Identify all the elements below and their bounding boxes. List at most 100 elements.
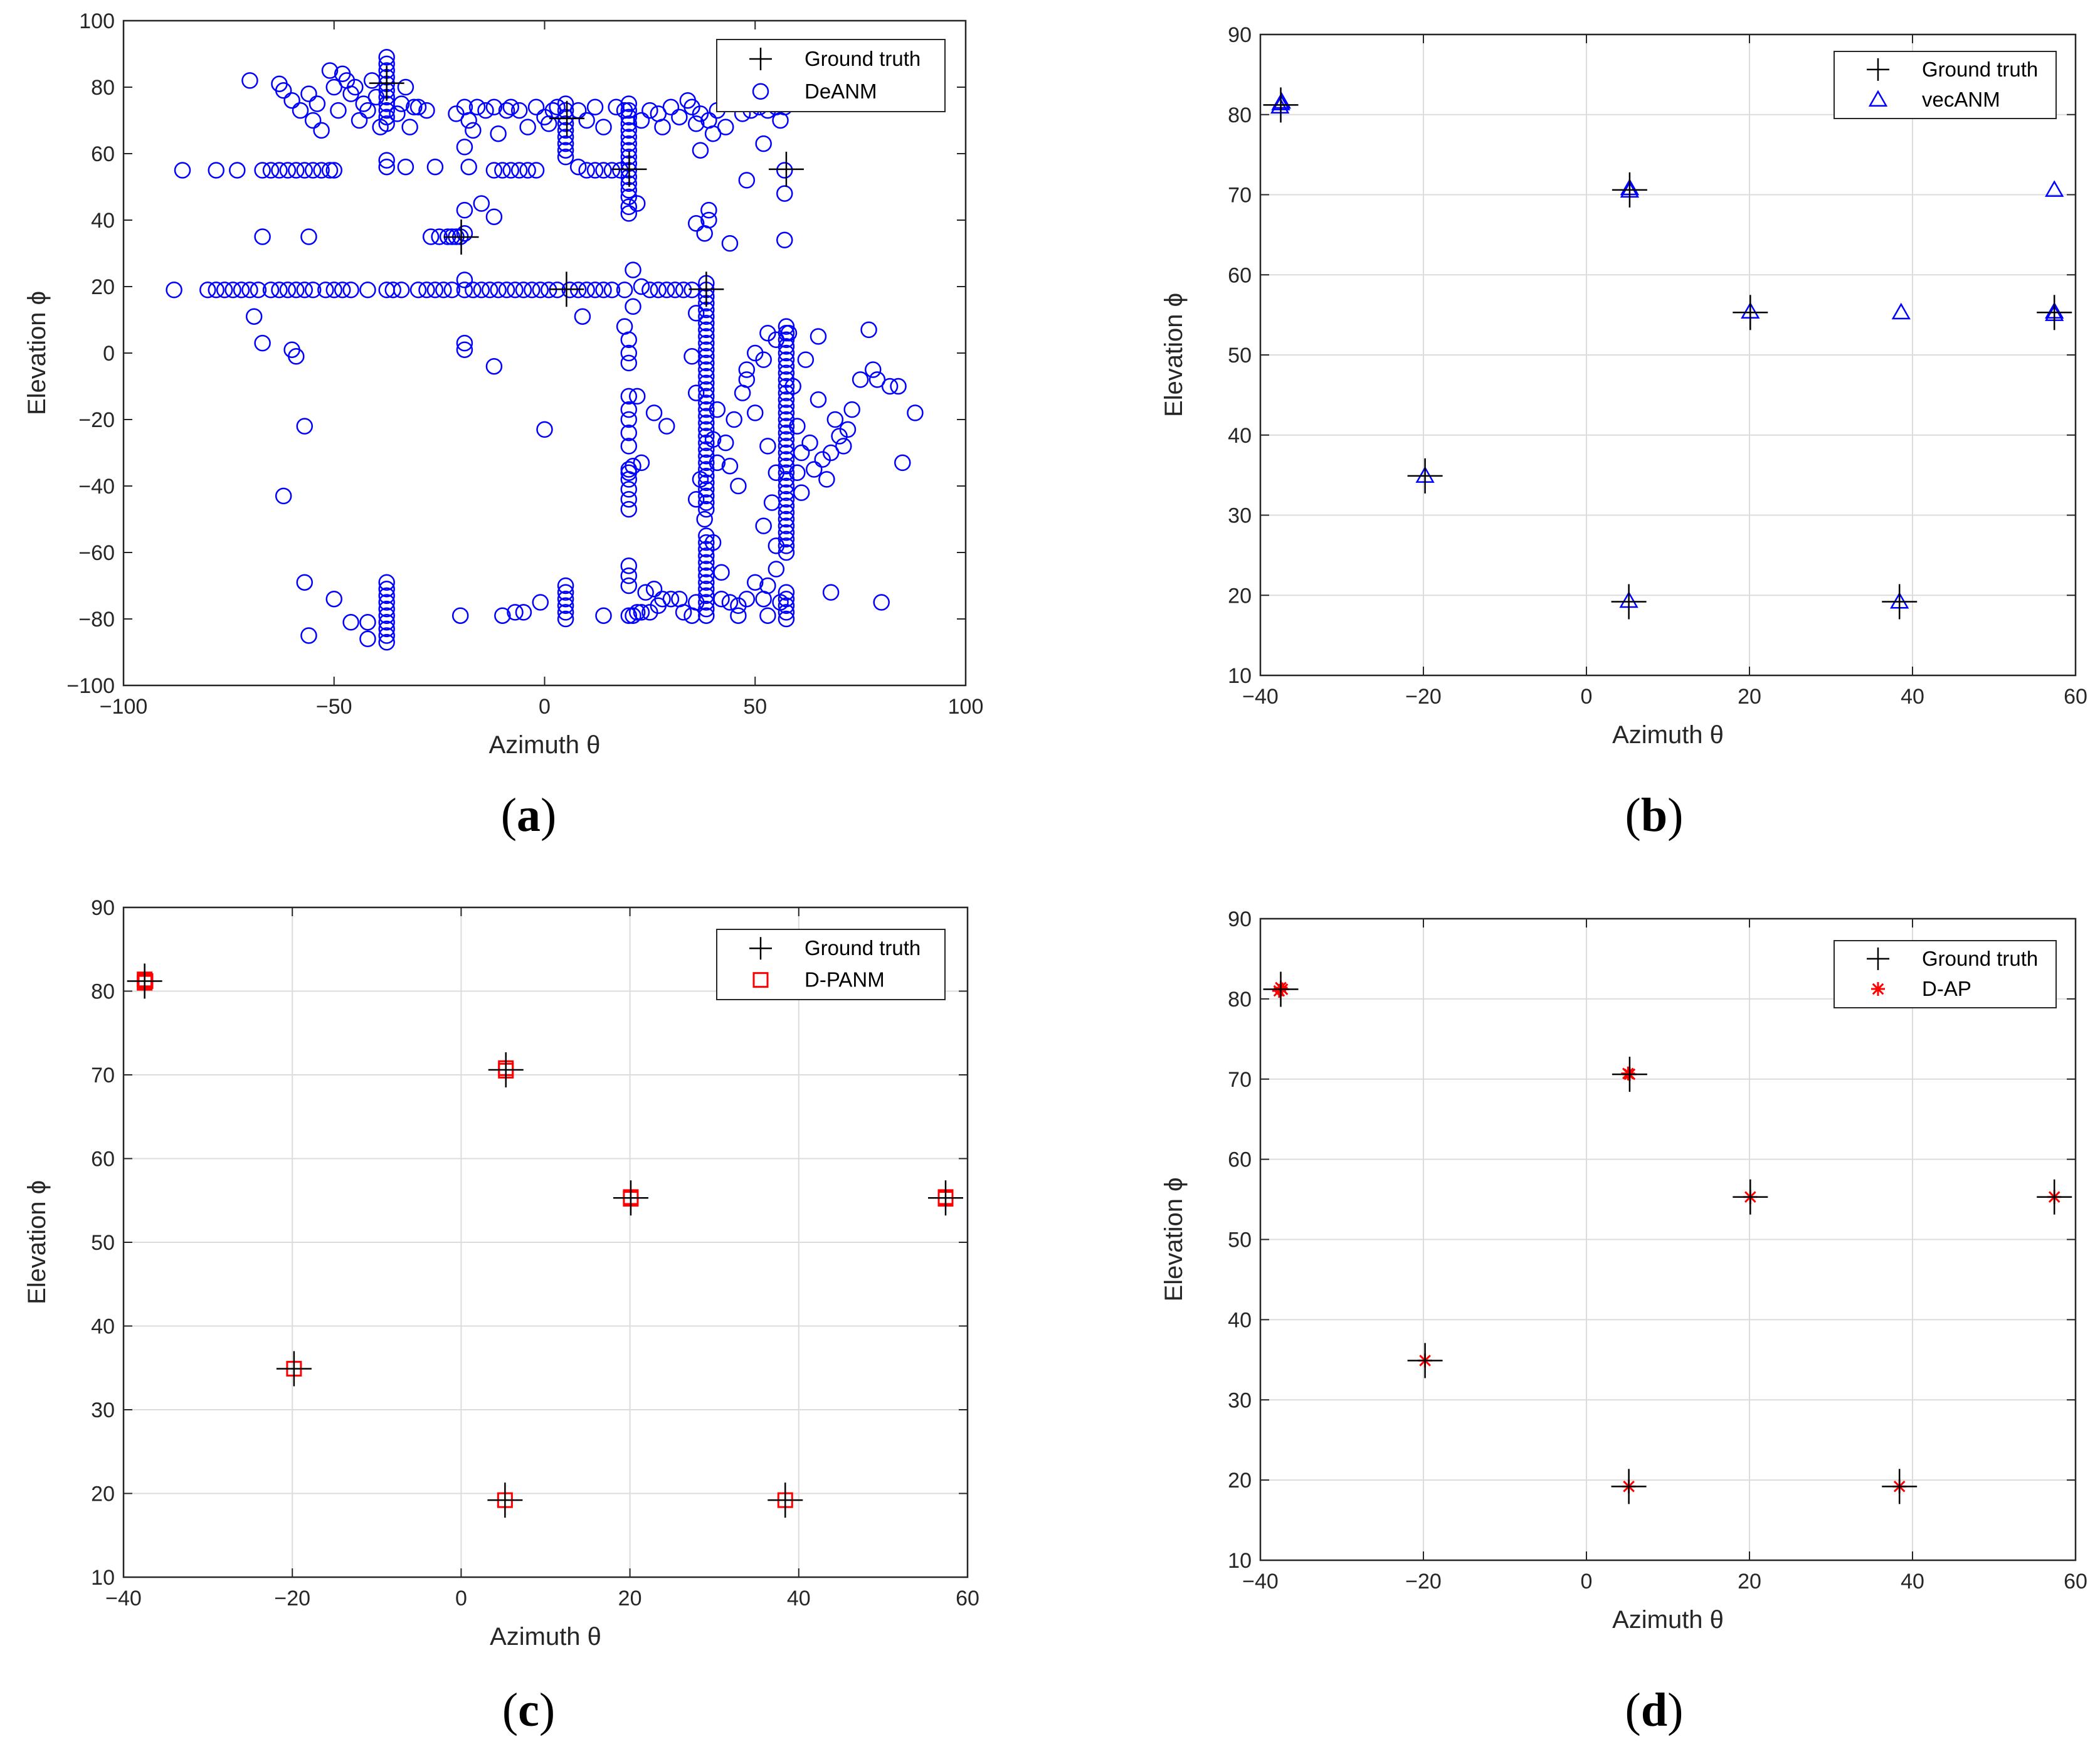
data-point bbox=[860, 321, 877, 339]
data-point bbox=[603, 162, 621, 179]
legend-marker bbox=[1867, 58, 1889, 81]
y-tick-label: 80 bbox=[91, 76, 115, 100]
data-point bbox=[2045, 180, 2064, 197]
data-point bbox=[229, 162, 246, 179]
y-tick-label: −20 bbox=[78, 408, 115, 432]
data-point bbox=[359, 282, 376, 299]
x-tick-label: 60 bbox=[2064, 1570, 2087, 1593]
data-point bbox=[637, 584, 654, 601]
data-point bbox=[759, 324, 776, 342]
data-point bbox=[698, 361, 715, 378]
data-point bbox=[793, 484, 810, 501]
y-tick-label: −40 bbox=[78, 475, 115, 499]
y-tick-label: 0 bbox=[103, 342, 115, 366]
data-point bbox=[717, 434, 734, 452]
data-point bbox=[645, 404, 663, 421]
data-point bbox=[456, 201, 473, 219]
y-tick-label: 20 bbox=[1228, 584, 1252, 608]
data-point bbox=[465, 282, 482, 299]
data-point bbox=[709, 401, 726, 418]
data-point bbox=[698, 334, 715, 352]
y-tick-label: 50 bbox=[91, 1231, 115, 1255]
data-point bbox=[378, 594, 395, 611]
x-tick-label: −100 bbox=[100, 695, 148, 719]
data-point bbox=[814, 451, 831, 468]
data-point bbox=[689, 272, 724, 307]
data-point bbox=[907, 404, 924, 421]
data-point bbox=[443, 282, 461, 299]
data-point bbox=[692, 471, 709, 488]
data-point bbox=[717, 119, 734, 135]
y-tick-label: 40 bbox=[91, 1315, 115, 1339]
y-tick-label: 50 bbox=[1228, 344, 1252, 367]
data-point bbox=[369, 65, 404, 101]
data-point bbox=[778, 537, 795, 554]
data-point bbox=[578, 162, 595, 179]
data-point bbox=[698, 487, 715, 505]
legend-marker bbox=[752, 972, 769, 988]
data-point bbox=[334, 282, 351, 299]
legend-label: Ground truth bbox=[1922, 947, 2038, 970]
data-point bbox=[778, 431, 795, 448]
x-tick-label: 40 bbox=[787, 1587, 811, 1610]
y-tick-label: 20 bbox=[91, 275, 115, 299]
data-point bbox=[852, 371, 869, 388]
data-point bbox=[778, 357, 795, 375]
data-point bbox=[778, 524, 795, 541]
data-point bbox=[262, 282, 280, 299]
data-point bbox=[456, 272, 473, 288]
x-tick-label: 0 bbox=[539, 695, 551, 719]
y-tick-label: 30 bbox=[91, 1398, 115, 1422]
x-tick-label: 20 bbox=[1738, 685, 1761, 709]
data-point bbox=[378, 627, 395, 644]
data-point bbox=[574, 308, 591, 325]
data-point bbox=[620, 567, 638, 584]
data-point bbox=[698, 567, 715, 584]
data-point bbox=[519, 119, 536, 135]
data-point bbox=[778, 418, 795, 435]
x-axis-label: Azimuth θ bbox=[1612, 721, 1724, 749]
data-point bbox=[778, 451, 795, 468]
data-point bbox=[698, 381, 715, 398]
legend: Ground truth DeANM bbox=[716, 39, 946, 112]
data-point bbox=[359, 102, 376, 119]
data-point bbox=[1407, 458, 1443, 494]
y-axis-label: Elevation ϕ bbox=[23, 291, 51, 415]
data-point bbox=[557, 122, 574, 139]
data-point bbox=[628, 604, 646, 621]
legend-marker bbox=[1868, 90, 1888, 107]
y-tick-label: 10 bbox=[91, 1566, 115, 1590]
x-ticks: −40 −20 0 20 40 60 bbox=[105, 907, 979, 1610]
data-point bbox=[378, 152, 395, 169]
data-point bbox=[778, 364, 795, 382]
data-point bbox=[378, 158, 395, 176]
data-point bbox=[1882, 1469, 1918, 1504]
data-point bbox=[768, 331, 785, 349]
data-point bbox=[780, 324, 798, 342]
y-tick-label: 90 bbox=[1228, 23, 1252, 47]
data-point bbox=[628, 388, 646, 405]
y-tick-label: 70 bbox=[91, 1064, 115, 1087]
data-point bbox=[662, 590, 680, 608]
data-point bbox=[208, 282, 224, 299]
data-point bbox=[654, 119, 671, 135]
data-point-d bbox=[1622, 1067, 1634, 1080]
data-point bbox=[532, 282, 549, 299]
data-point bbox=[641, 604, 658, 621]
data-point bbox=[460, 158, 477, 176]
data-point bbox=[698, 401, 715, 418]
data-point bbox=[507, 604, 524, 621]
y-ticks: 10 20 30 40 50 60 70 80 90 bbox=[1228, 907, 2076, 1573]
data-point bbox=[1272, 92, 1291, 109]
chart-panel-d: −40 −20 0 20 40 60 10 20 30 40 50 60 70 80 90 Azimuth θ… bbox=[1160, 907, 2087, 1736]
data-point bbox=[603, 282, 621, 299]
x-tick-label: −20 bbox=[274, 1587, 310, 1610]
legend-marker bbox=[749, 937, 772, 960]
data-point bbox=[687, 594, 705, 611]
data-point bbox=[620, 108, 638, 125]
data-point bbox=[426, 282, 444, 299]
data-point bbox=[1891, 302, 1911, 320]
data-point bbox=[393, 282, 410, 299]
data-point bbox=[620, 438, 638, 455]
data-point bbox=[304, 282, 322, 299]
